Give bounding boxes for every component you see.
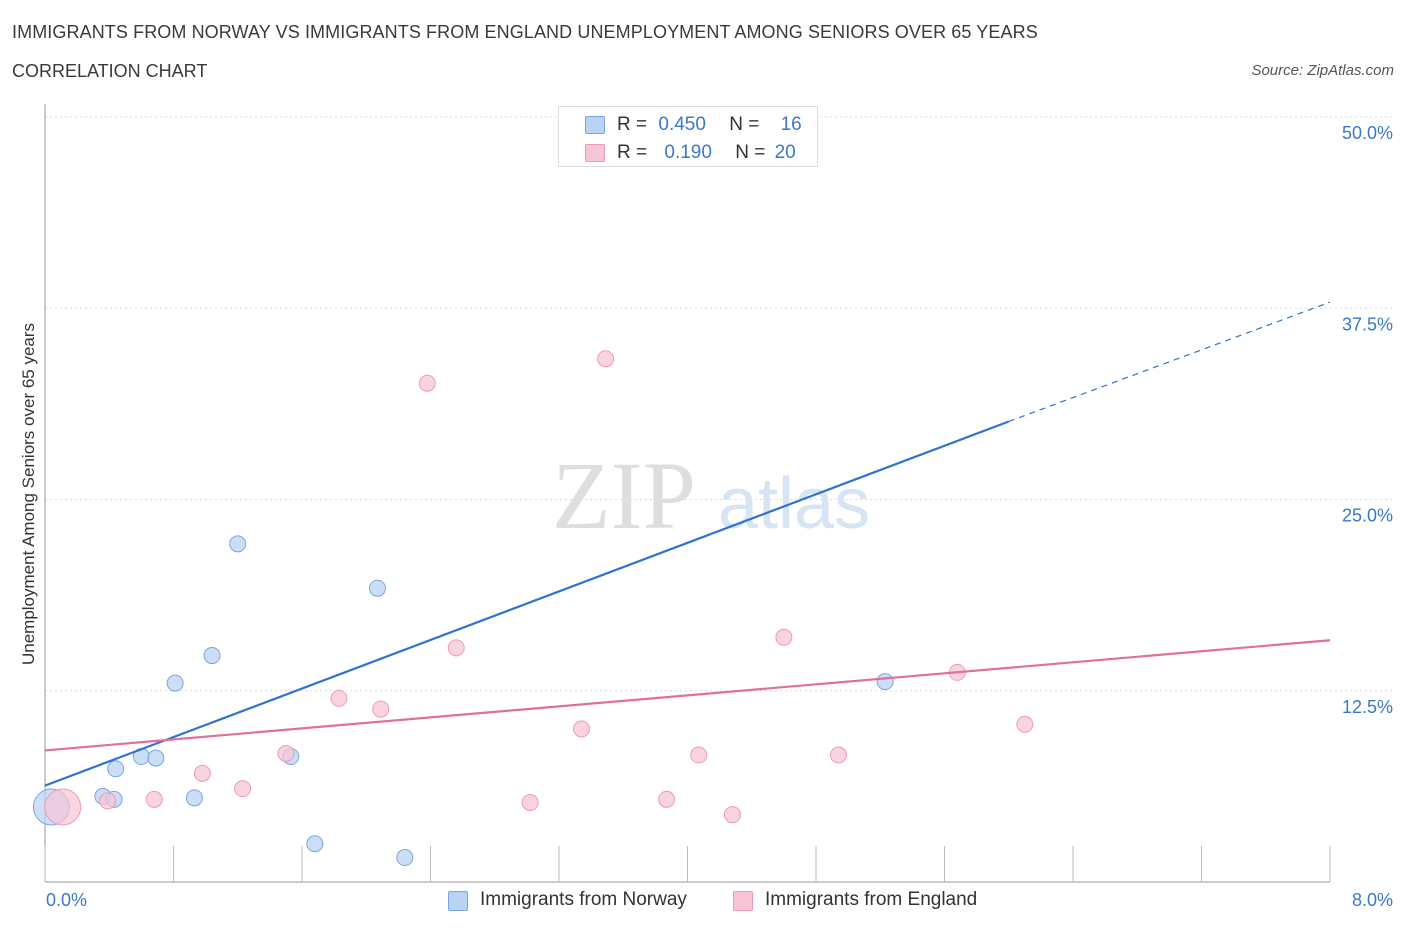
england-point-7 [372,700,390,718]
norway-point-5 [147,749,165,767]
chart-subtitle: CORRELATION CHART [12,61,208,81]
y-tick-label-1: 25.0% [1342,506,1393,526]
norway-point-2 [107,760,125,778]
bottom-norway-label: Immigrants from Norway [480,889,687,910]
england-point-1 [99,792,117,810]
england-point-0 [44,788,82,826]
norway-point-8 [203,647,221,665]
norway-point-6 [166,674,184,692]
norway-point-13 [396,849,414,867]
grid-layer [45,116,1392,692]
axis-layer [44,104,1331,883]
england-point-19 [1016,715,1034,733]
stats-legend: R = 0.450 N = 16 R = 0.190 N = 20 [558,106,818,167]
x-axis-min-label: 0.0% [46,890,88,910]
y-tick-label-0: 12.5% [1342,697,1393,717]
chart-title: IMMIGRANTS FROM NORWAY VS IMMIGRANTS FRO… [12,22,1038,42]
bottom-norway-swatch [448,891,468,911]
norway-point-7 [185,789,203,807]
england-point-6 [330,689,348,707]
england-point-8 [418,374,436,392]
trend-layer [44,301,1331,787]
watermark-zip: ZIP [552,442,696,549]
england-point-11 [572,720,590,738]
norway-r-value: 0.450 [658,114,706,135]
england-point-13 [658,790,676,808]
norway-trend-extension [1008,301,1331,423]
y-tick-label-2: 37.5% [1342,314,1393,334]
england-point-10 [521,793,539,811]
norway-point-9 [229,535,247,553]
legend-england-text: R = 0.190 N = 20 [617,142,796,164]
england-point-16 [775,628,793,646]
england-swatch [585,144,605,162]
england-n-label: N = [735,142,766,163]
bottom-england-label: Immigrants from England [765,889,978,910]
norway-r-label: R = [617,114,648,135]
england-point-2 [145,790,163,808]
watermark-atlas: atlas [718,464,870,544]
england-point-3 [193,764,211,782]
norway-point-11 [306,835,324,853]
y-tick-label-3: 50.0% [1342,123,1393,143]
bottom-england-swatch [733,891,753,911]
england-trend-line [44,639,1331,752]
norway-n-label: N = [729,114,760,135]
norway-swatch [585,116,605,134]
source-label: Source: ZipAtlas.com [1251,62,1394,79]
england-point-5 [277,744,295,762]
england-point-12 [597,350,615,368]
england-point-4 [234,780,252,798]
legend-norway-text: R = 0.450 N = 16 [617,114,802,136]
norway-point-15 [876,673,894,691]
watermark: ZIP atlas [552,442,870,549]
england-r-value: 0.190 [664,142,712,163]
england-point-9 [447,639,465,657]
norway-trend-line [44,420,1010,787]
england-point-15 [723,806,741,824]
y-axis-label: Unemployment Among Seniors over 65 years [19,323,38,665]
norway-point-12 [368,579,386,597]
y-tick-labels: 12.5% 25.0% 37.5% 50.0% [1342,123,1393,717]
england-n-value: 20 [774,142,796,163]
points-layer [32,108,1034,867]
england-r-label: R = [617,142,648,163]
norway-n-value: 16 [780,114,802,135]
x-axis-max-label: 8.0% [1351,890,1393,910]
england-point-17 [829,746,847,764]
england-point-14 [690,746,708,764]
